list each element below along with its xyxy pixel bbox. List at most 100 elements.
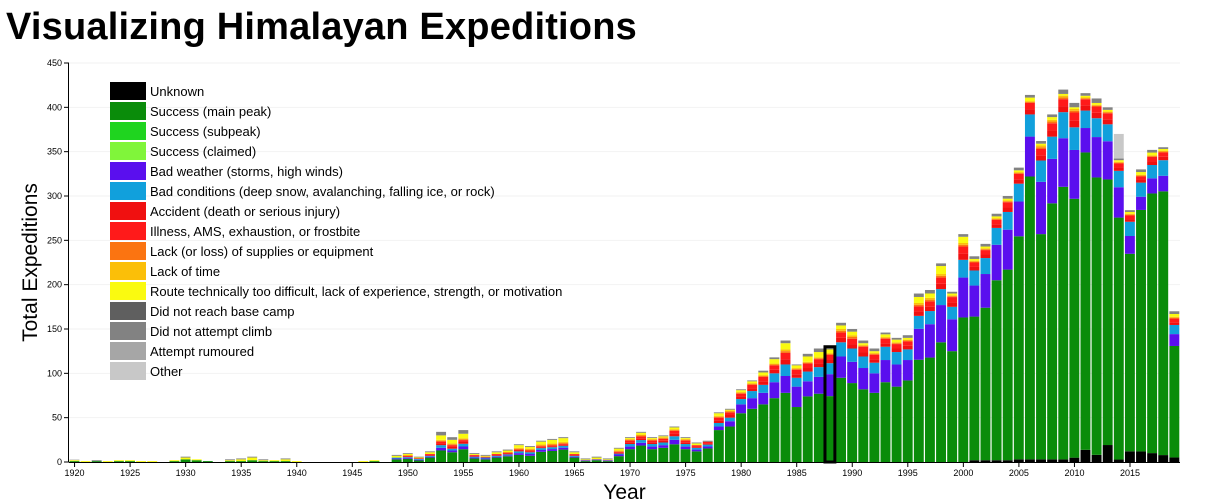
y-axis-title: Total Expeditions (19, 183, 42, 342)
bar-segment (69, 459, 80, 461)
bar-segment (980, 307, 991, 461)
bar-segment (680, 440, 691, 443)
bar-segment (525, 448, 535, 450)
bar-segment (858, 344, 869, 346)
bar-segment (769, 365, 780, 370)
bar-segment (1124, 210, 1135, 212)
bar-segment (1080, 93, 1091, 96)
bar-segment (991, 219, 1002, 225)
bar-segment (436, 450, 447, 462)
y-tick-label: 0 (57, 457, 62, 467)
bar-segment (936, 305, 946, 343)
bar-segment (891, 342, 902, 344)
bar-segment (1136, 169, 1146, 173)
bar-segment (247, 457, 258, 461)
bar-segment (702, 444, 713, 447)
bar-segment (491, 452, 502, 455)
bar-segment (391, 457, 402, 459)
bar-segment (625, 449, 635, 462)
bar-segment (958, 244, 969, 247)
bar-segment (1024, 94, 1035, 98)
bar-segment (913, 315, 924, 329)
bar-segment (513, 454, 524, 462)
legend-label: Accident (death or serious injury) (150, 204, 340, 219)
legend-swatch (110, 222, 146, 240)
legend-swatch (110, 262, 146, 280)
bar-segment (1013, 236, 1024, 460)
bar-segment (802, 356, 813, 362)
bar-segment (958, 236, 969, 243)
bar-segment (1158, 152, 1169, 157)
bar-segment (1024, 136, 1035, 177)
bar-segment (891, 352, 902, 365)
legend-swatch (110, 342, 146, 360)
bar-segment (502, 456, 513, 462)
bar-segment (513, 451, 524, 454)
bar-segment (813, 359, 824, 364)
bar-segment (625, 440, 635, 443)
y-axis: 0 50 100 150 200 250 300 350 400 450 (47, 58, 69, 467)
bar-segment (391, 459, 402, 462)
x-tick-label: 1975 (676, 468, 696, 478)
bar-segment (847, 383, 858, 462)
bar-segment (1080, 98, 1091, 100)
bar-segment (947, 291, 958, 294)
bar-segment (858, 346, 869, 353)
bar-segment (691, 442, 702, 444)
bar-segment (658, 437, 669, 439)
bar-segment (613, 453, 624, 455)
bar-segment (458, 446, 469, 450)
legend-label: Other (150, 364, 183, 379)
bar-segment (558, 442, 569, 444)
bar-segment (1047, 121, 1058, 124)
bar-segment (780, 343, 791, 350)
bar-segment (1080, 449, 1091, 462)
bar-segment (769, 357, 780, 360)
bar-segment (1124, 213, 1135, 215)
bar-segment (447, 448, 458, 451)
bar-segment (469, 454, 480, 455)
bar-segment (724, 411, 735, 413)
x-axis-title: Year (603, 481, 645, 499)
bar-segment (1113, 167, 1124, 171)
bar-segment (880, 346, 891, 361)
bar-segment (613, 451, 624, 453)
bar-segment (191, 459, 202, 461)
bar-segment (713, 417, 724, 421)
bar-segment (1069, 112, 1080, 121)
bar-segment (869, 348, 880, 352)
legend-label: Lack (or loss) of supplies or equipment (150, 244, 374, 259)
bar-segment (613, 450, 624, 452)
x-tick-label: 1940 (287, 468, 307, 478)
bar-segment (980, 460, 991, 462)
bar-segment (802, 363, 813, 369)
bar-segment (736, 413, 747, 462)
bar-segment (1013, 172, 1024, 174)
bar-segment (602, 461, 613, 462)
bar-segment (1158, 147, 1169, 149)
bar-segment (902, 335, 913, 338)
bar-segment (1136, 196, 1146, 210)
bar-segment (858, 356, 869, 369)
bar-segment (647, 446, 658, 450)
bar-segment (180, 459, 191, 462)
bar-segment (1124, 451, 1135, 462)
bar-segment (258, 460, 269, 462)
bar-segment (680, 438, 691, 439)
legend-swatch (110, 122, 146, 140)
x-tick-label: 1970 (620, 468, 640, 478)
bar-segment (813, 367, 824, 377)
bar-segment (791, 377, 802, 387)
bar-segment (1113, 162, 1124, 164)
bar-segment (1080, 110, 1091, 129)
bar-segment (847, 344, 858, 349)
bar-segment (1002, 200, 1013, 202)
bar-segment (769, 364, 780, 366)
bar-segment (1158, 156, 1169, 161)
bar-segment (1136, 174, 1146, 176)
bar-segment (625, 438, 635, 439)
bar-segment (1069, 107, 1080, 110)
bar-segment (1047, 130, 1058, 137)
bar-segment (713, 412, 724, 414)
